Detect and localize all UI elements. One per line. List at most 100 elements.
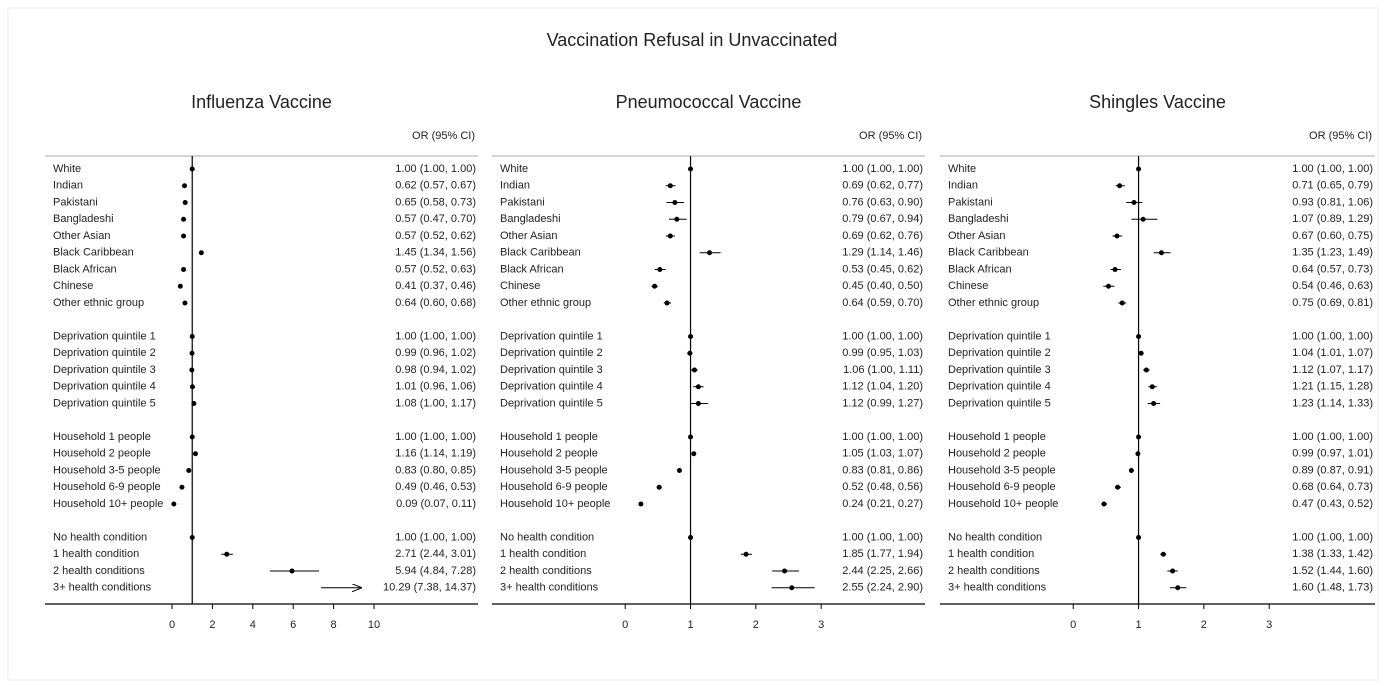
row-label: Bangladeshi xyxy=(500,213,561,225)
point-estimate xyxy=(1112,267,1118,272)
point-estimate xyxy=(667,233,673,239)
row-label: 2 health conditions xyxy=(53,565,145,577)
value-label: 1.00 (1.00, 1.00) xyxy=(395,163,476,175)
point-estimate xyxy=(676,468,682,473)
value-label: 0.53 (0.45, 0.62) xyxy=(842,263,923,275)
value-label: 2.44 (2.25, 2.66) xyxy=(842,565,923,577)
row-label: No health condition xyxy=(53,531,147,543)
value-label: 0.99 (0.96, 1.02) xyxy=(395,347,476,359)
point-estimate xyxy=(1170,568,1176,574)
value-label: 0.09 (0.07, 0.11) xyxy=(396,498,476,510)
point-estimate xyxy=(1136,166,1142,172)
point-estimate xyxy=(1151,401,1157,406)
row-label: Deprivation quintile 2 xyxy=(53,347,156,359)
point-estimate xyxy=(1138,350,1144,356)
row-label: Household 6-9 people xyxy=(500,481,608,493)
value-label: 1.21 (1.15, 1.28) xyxy=(1292,381,1373,393)
row-label: Indian xyxy=(500,180,530,192)
value-label: 0.52 (0.48, 0.56) xyxy=(842,481,923,493)
row-label: Other ethnic group xyxy=(948,297,1039,309)
value-label: 0.67 (0.60, 0.75) xyxy=(1292,230,1373,242)
value-label: 1.23 (1.14, 1.33) xyxy=(1292,397,1373,409)
value-label: 1.05 (1.03, 1.07) xyxy=(842,448,923,460)
value-label: 1.16 (1.14, 1.19) xyxy=(395,448,476,460)
frame xyxy=(7,7,1379,681)
point-estimate xyxy=(652,283,658,289)
x-tick-label: 3 xyxy=(1266,619,1272,631)
point-estimate xyxy=(1149,384,1155,390)
point-estimate xyxy=(656,484,662,490)
row-label: 3+ health conditions xyxy=(948,582,1047,594)
value-label: 10.29 (7.38, 14.37) xyxy=(383,582,476,594)
ci-header: OR (95% CI) xyxy=(859,130,922,142)
value-label: 0.24 (0.21, 0.27) xyxy=(842,498,923,510)
row-label: Deprivation quintile 1 xyxy=(500,330,603,342)
row-label: Black Caribbean xyxy=(948,247,1029,259)
point-estimate xyxy=(189,384,195,390)
x-tick-label: 0 xyxy=(169,619,175,631)
value-label: 0.49 (0.46, 0.53) xyxy=(395,481,476,493)
row-label: Other Asian xyxy=(53,230,110,242)
row-label: Deprivation quintile 5 xyxy=(53,397,156,409)
point-estimate xyxy=(189,367,195,373)
point-estimate xyxy=(192,451,198,457)
value-label: 0.71 (0.65, 0.79) xyxy=(1292,180,1373,192)
value-label: 1.08 (1.00, 1.17) xyxy=(395,397,476,409)
row-label: 3+ health conditions xyxy=(500,582,599,594)
value-label: 0.76 (0.63, 0.90) xyxy=(842,196,923,208)
point-estimate xyxy=(181,216,187,222)
point-estimate xyxy=(181,267,187,272)
value-label: 0.41 (0.37, 0.46) xyxy=(395,280,476,292)
value-label: 1.00 (1.00, 1.00) xyxy=(842,330,923,342)
value-label: 1.00 (1.00, 1.00) xyxy=(842,431,923,443)
value-label: 0.64 (0.60, 0.68) xyxy=(395,297,476,309)
value-label: 0.64 (0.57, 0.73) xyxy=(1292,263,1373,275)
point-estimate xyxy=(181,233,187,239)
row-label: Household 6-9 people xyxy=(53,481,161,493)
point-estimate xyxy=(1175,585,1181,591)
value-label: 1.00 (1.00, 1.00) xyxy=(1292,163,1373,175)
point-estimate xyxy=(1128,468,1134,473)
value-label: 0.64 (0.59, 0.70) xyxy=(842,297,923,309)
value-label: 0.83 (0.80, 0.85) xyxy=(395,464,476,476)
value-label: 0.69 (0.62, 0.76) xyxy=(842,230,923,242)
value-label: 1.29 (1.14, 1.46) xyxy=(842,247,923,259)
x-tick-label: 4 xyxy=(250,619,256,631)
point-estimate xyxy=(179,484,185,490)
value-label: 1.45 (1.34, 1.56) xyxy=(395,247,476,259)
ci-header: OR (95% CI) xyxy=(412,130,475,142)
row-label: Indian xyxy=(53,180,83,192)
row-label: Deprivation quintile 2 xyxy=(500,347,603,359)
point-estimate xyxy=(743,551,749,557)
value-label: 1.00 (1.00, 1.00) xyxy=(395,531,476,543)
row-label: Household 1 people xyxy=(500,431,598,443)
row-label: Chinese xyxy=(500,280,540,292)
row-label: No health condition xyxy=(500,531,594,543)
row-label: No health condition xyxy=(948,531,1042,543)
point-estimate xyxy=(171,501,177,507)
value-label: 2.55 (2.24, 2.90) xyxy=(842,582,923,594)
x-tick-label: 1 xyxy=(687,619,693,631)
row-label: Black African xyxy=(500,263,564,275)
point-estimate xyxy=(706,250,712,256)
row-label: 1 health condition xyxy=(500,548,586,560)
point-estimate xyxy=(1140,216,1146,222)
row-label: 1 health condition xyxy=(948,548,1034,560)
row-label: Other ethnic group xyxy=(53,297,144,309)
value-label: 1.00 (1.00, 1.00) xyxy=(395,330,476,342)
row-label: Bangladeshi xyxy=(53,213,114,225)
row-label: Household 2 people xyxy=(500,448,598,460)
point-estimate xyxy=(289,568,295,574)
point-estimate xyxy=(789,585,795,591)
point-estimate xyxy=(1158,250,1164,256)
row-label: Black African xyxy=(948,263,1012,275)
x-tick-label: 10 xyxy=(368,619,380,631)
ci-header: OR (95% CI) xyxy=(1309,130,1372,142)
point-estimate xyxy=(1115,484,1121,490)
point-estimate xyxy=(182,300,188,306)
x-tick-label: 3 xyxy=(818,619,824,631)
point-estimate xyxy=(782,568,788,574)
panel-title: Pneumococcal Vaccine xyxy=(616,92,802,112)
panel-title: Influenza Vaccine xyxy=(191,92,332,112)
